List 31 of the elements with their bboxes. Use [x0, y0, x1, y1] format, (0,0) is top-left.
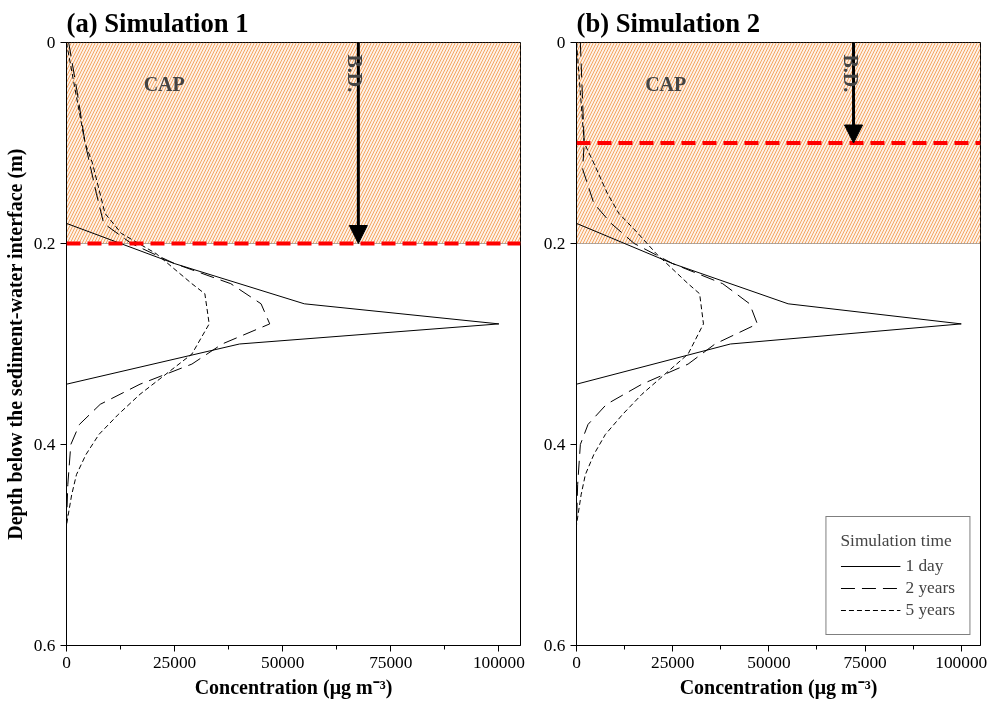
y-tick-label: 0.6: [33, 636, 56, 655]
y-axis-title: Depth below the sediment-water interface (m): [3, 148, 27, 540]
y-tick-label: 0.2: [33, 234, 56, 253]
y-tick-label: 0.4: [543, 435, 566, 454]
legend-label: 2 years: [905, 578, 955, 598]
x-tick-label: 25000: [152, 652, 197, 672]
y-tick-label: 0.2: [543, 234, 566, 253]
band-label: CAP: [645, 72, 687, 95]
x-tick-label: 0: [572, 652, 581, 672]
band-label: CAP: [143, 72, 185, 95]
y-tick-label: 0.6: [543, 636, 566, 655]
x-tick-label: 0: [62, 652, 71, 672]
x-tick-label: 100000: [472, 652, 525, 672]
x-tick-label: 100000: [935, 652, 988, 672]
y-tick-label: 0.4: [33, 435, 56, 454]
x-tick-label: 50000: [747, 652, 791, 672]
x-tick-label: 25000: [651, 652, 695, 672]
legend-label: 5 years: [905, 600, 955, 620]
y-tick-label: 0: [556, 33, 566, 52]
chart-title: (b) Simulation 2: [576, 7, 761, 38]
legend-title: Simulation time: [840, 531, 953, 551]
annotation: B.D.: [344, 54, 367, 93]
y-tick-label: 0: [46, 33, 56, 52]
x-tick-label: 75000: [843, 652, 887, 672]
x-tick-label: 50000: [261, 652, 305, 672]
x-tick-label: 75000: [369, 652, 413, 672]
x-axis-title: Concentration (μg m⁻³): [679, 675, 878, 699]
legend-label: 1 day: [905, 556, 944, 576]
annotation: B.D.: [839, 54, 862, 93]
chart-title: (a) Simulation 1: [66, 7, 249, 38]
x-axis-title: Concentration (μg m⁻³): [194, 675, 393, 699]
